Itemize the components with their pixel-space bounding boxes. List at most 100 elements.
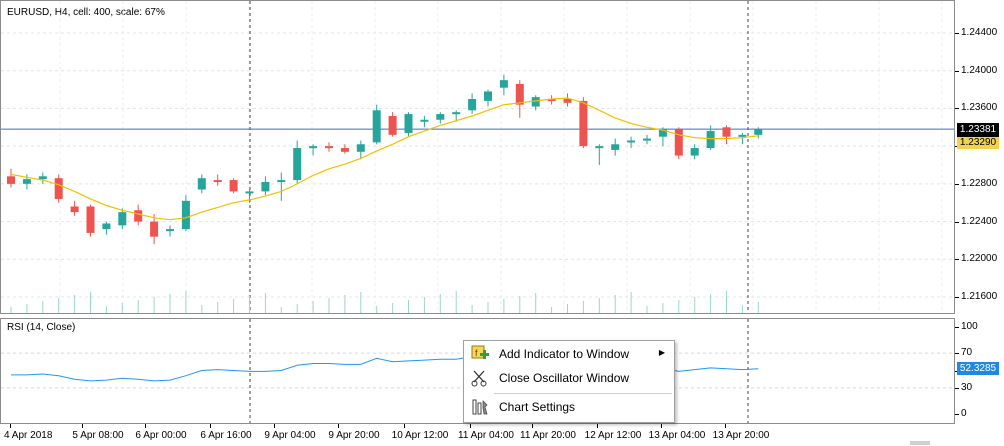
menu-separator	[494, 393, 672, 394]
candle-body	[213, 180, 222, 183]
candles	[7, 74, 763, 245]
candle-body	[674, 129, 683, 156]
price-grid	[1, 1, 954, 313]
time-tick-label: 4 Apr 2018	[4, 430, 53, 441]
time-tick-label: 6 Apr 00:00	[135, 430, 187, 441]
price-tick	[955, 70, 959, 72]
time-tick	[470, 424, 471, 428]
candle-body	[309, 146, 318, 149]
time-tick	[10, 424, 11, 428]
price-chart-pane[interactable]: EURUSD, H4, cell: 400, scale: 67%	[0, 0, 955, 314]
candle-body	[643, 138, 651, 141]
candle-body	[181, 200, 190, 230]
time-tick	[725, 424, 726, 428]
candle-body	[38, 176, 47, 180]
candle-body	[150, 221, 159, 237]
time-tick	[597, 424, 598, 428]
price-chart-canvas[interactable]	[0, 0, 955, 314]
candle-body	[579, 100, 588, 147]
context-menu: f Add Indicator to Window ▶ Close Oscill…	[463, 340, 675, 423]
candle-body	[515, 83, 524, 105]
candle-body	[325, 146, 333, 149]
price-tick-label: 1.22800	[961, 177, 998, 189]
candle-body	[531, 97, 540, 107]
current-price-label: 1.23381	[957, 123, 999, 137]
price-tick-label: 1.24000	[961, 64, 998, 76]
price-tick	[955, 297, 959, 298]
scissors-icon	[469, 367, 491, 389]
candle-body	[595, 146, 604, 149]
candle-body	[404, 114, 413, 133]
rsi-current-label: 52.3285	[957, 362, 999, 375]
moving-average-line	[10, 97, 759, 221]
time-tick-label: 11 Apr 20:00	[520, 430, 576, 441]
time-tick	[532, 424, 533, 428]
price-tick	[955, 221, 959, 223]
price-tick-label: 1.21600	[961, 291, 998, 302]
submenu-arrow-icon: ▶	[658, 348, 665, 357]
candle-body	[627, 140, 636, 143]
candle-body	[197, 178, 206, 190]
candle-body	[7, 176, 15, 184]
candle-body	[754, 129, 763, 135]
volume-bars	[10, 291, 759, 313]
price-tick	[955, 183, 959, 185]
time-tick	[82, 424, 83, 428]
ma-price-label: 1.23290	[957, 137, 999, 149]
menu-add-indicator[interactable]: f Add Indicator to Window ▶	[465, 343, 673, 365]
menu-chart-settings-label: Chart Settings	[499, 400, 576, 414]
rsi-tick-label: 0	[961, 408, 967, 419]
rsi-tick	[955, 353, 959, 355]
chart-title: EURUSD, H4, cell: 400, scale: 67%	[7, 7, 165, 18]
candle-body	[563, 99, 572, 103]
candle-body	[690, 148, 699, 156]
price-tick-label: 1.24400	[961, 27, 998, 38]
candle-body	[293, 148, 302, 181]
rsi-tick-label: 100	[961, 321, 978, 332]
candle-body	[261, 181, 270, 192]
time-tick-label: 12 Apr 12:00	[584, 430, 642, 441]
price-tick	[955, 108, 959, 110]
candle-body	[420, 119, 429, 122]
time-tick	[274, 424, 275, 428]
candle-body	[70, 206, 79, 213]
time-tick-label: 11 Apr 04:00	[458, 430, 514, 441]
menu-chart-settings[interactable]: Chart Settings	[465, 396, 673, 418]
time-tick-label: 6 Apr 16:00	[200, 430, 252, 441]
candle-body	[340, 148, 349, 152]
time-tick-label: 9 Apr 04:00	[264, 430, 316, 441]
menu-close-oscillator[interactable]: Close Oscillator Window	[465, 367, 673, 389]
candle-body	[468, 99, 477, 111]
time-tick	[404, 424, 405, 428]
rsi-title: RSI (14, Close)	[7, 322, 76, 333]
rsi-tick-label: 30	[961, 381, 973, 393]
time-tick-label: 13 Apr 20:00	[712, 430, 770, 441]
candle-body	[658, 129, 667, 137]
candle-body	[452, 112, 461, 115]
scroll-handle[interactable]	[910, 441, 930, 445]
price-tick-label: 1.22000	[961, 253, 998, 265]
add-indicator-icon: f	[469, 343, 491, 365]
time-tick-label: 9 Apr 20:00	[328, 430, 380, 441]
price-tick	[955, 33, 959, 34]
candle-body	[229, 180, 238, 192]
rsi-tick	[955, 414, 959, 415]
time-tick	[661, 424, 662, 428]
time-axis[interactable]: 4 Apr 2018 5 Apr 08:00 6 Apr 00:00 6 Apr 16…	[0, 424, 955, 446]
candle-body	[388, 115, 397, 135]
time-tick-label: 10 Apr 12:00	[391, 430, 449, 441]
time-tick	[145, 424, 146, 428]
candle-body	[611, 144, 620, 150]
candle-body	[166, 229, 174, 232]
candle-body	[356, 144, 365, 152]
menu-close-oscillator-label: Close Oscillator Window	[499, 371, 630, 385]
price-scale[interactable]: 1.244001.240001.236001.232001.228001.224…	[955, 0, 1004, 314]
rsi-tick	[955, 387, 959, 389]
svg-text:f: f	[475, 348, 478, 358]
rsi-tick	[955, 327, 959, 328]
candle-body	[372, 110, 381, 143]
candle-body	[547, 99, 556, 101]
candle-body	[86, 206, 95, 233]
candle-body	[499, 80, 508, 88]
candle-body	[54, 178, 63, 199]
